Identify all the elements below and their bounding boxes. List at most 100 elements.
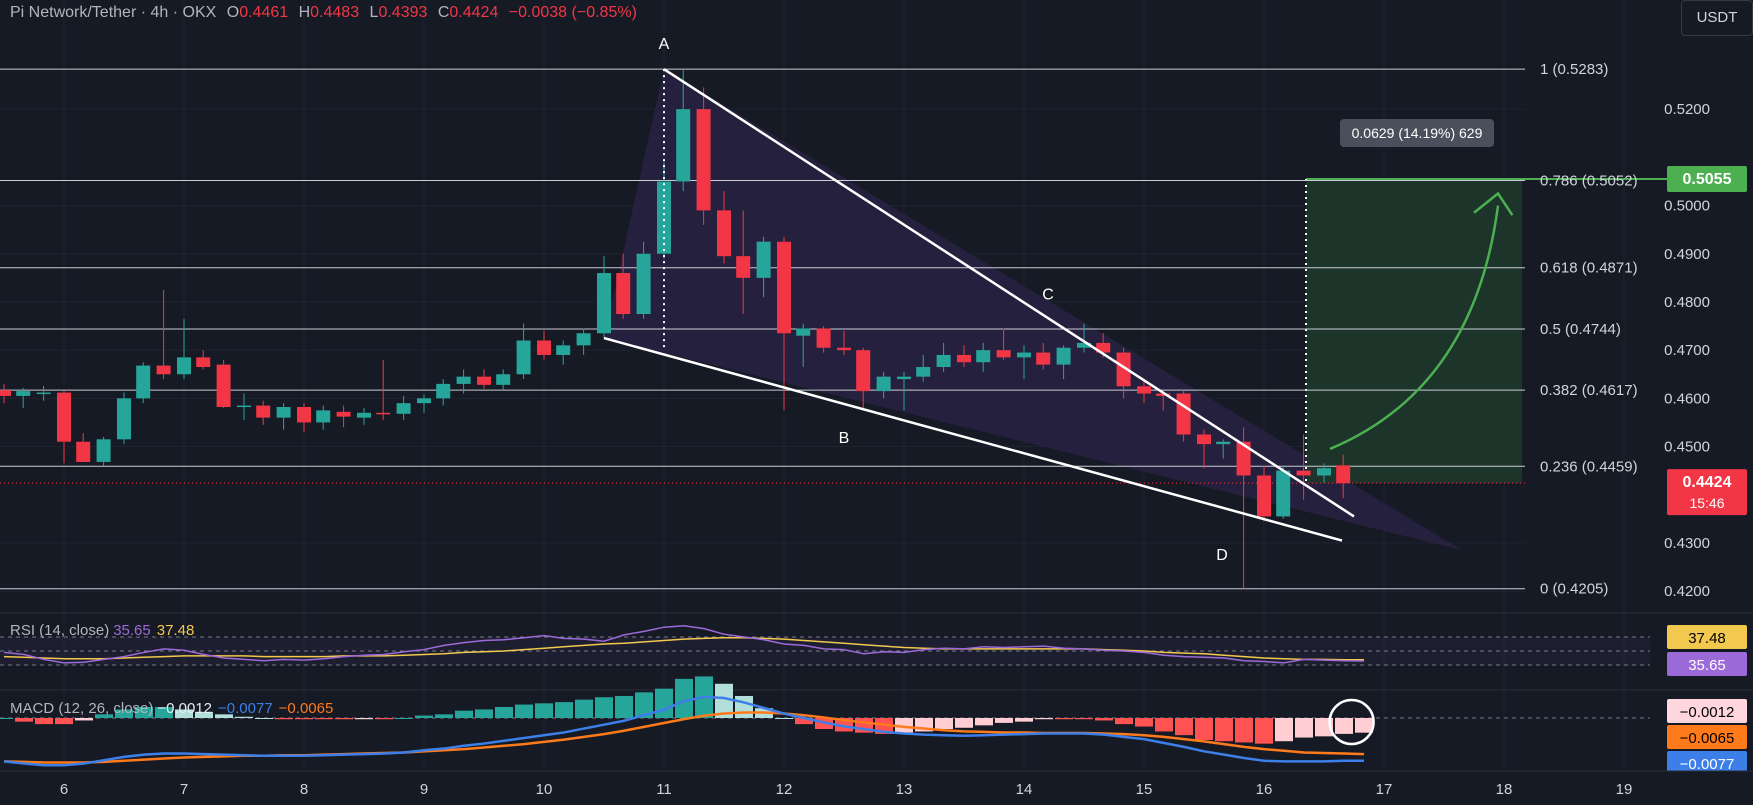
x-tick-label: 9 [420,781,428,798]
macd-histogram-bar [275,718,293,720]
macd-histogram-bar [1335,718,1353,734]
macd-legend[interactable]: MACD (12, 26, close) −0.0012 −0.0077 −0.006… [10,700,333,717]
candle-body [357,412,371,418]
macd-histogram-bar [1195,718,1213,740]
candle-body [1096,342,1111,353]
candle-body [57,392,71,442]
y-tick-label: 0.4500 [1664,439,1710,456]
macd-histogram-bar [455,710,473,718]
candle-body [537,340,551,355]
candle-body [477,376,491,385]
candle-body [1077,342,1091,348]
candle-body [16,391,31,396]
candle-body [396,403,411,414]
macd-badge [1667,699,1747,723]
macd-histogram-bar [975,718,993,726]
candle-body [597,273,611,334]
macd-histogram-bar [1355,718,1373,733]
candle-body [876,376,891,392]
rsi-legend-value: 35.65 [113,622,151,639]
y-tick-label: 0.5200 [1664,101,1710,118]
macd-histogram-bar [15,718,33,722]
fib-level-label: 0.382 (0.4617) [1540,382,1638,399]
macd-histogram-bar [435,714,453,718]
x-tick-label: 11 [656,781,672,798]
macd-badge [1667,751,1747,775]
candle-body [856,350,871,392]
macd-histogram-bar [555,702,573,718]
rsi-legend[interactable]: RSI (14, close) 35.65 37.48 [10,622,194,639]
high-value: 0.4483 [310,4,360,21]
time-axis [0,771,1753,805]
open-label: O [226,4,240,21]
candle-body [1056,347,1071,365]
green-arrow-head [1473,191,1514,216]
macd-histogram-bar [95,714,113,718]
candle-body [777,241,791,334]
candle-body [657,181,671,254]
candle-body [0,390,11,396]
price-badge-text: 0.5055 [1683,171,1732,188]
fib-level-label: 0 (0.4205) [1540,581,1608,598]
candle-body [976,350,991,363]
fib-level-label: 0.786 (0.5052) [1540,172,1638,189]
candle-body [1197,434,1211,445]
macd-histogram-bar [175,709,193,718]
macd-histogram-bar [1215,718,1233,742]
x-tick-label: 10 [536,781,553,798]
macd-histogram-bar [395,718,413,719]
wedge-lower-line [603,336,1343,542]
macd-histogram-bar [135,707,153,718]
macd-histogram-bar [895,718,913,733]
macd-histogram-bar [795,718,813,725]
y-tick-label: 0.4900 [1664,246,1710,263]
low-value: 0.4393 [378,4,428,21]
macd-line [3,695,1364,767]
candle-body [1116,352,1131,387]
macd-histogram-bar [355,718,373,720]
macd-histogram-bar [1035,718,1053,720]
x-tick-label: 16 [1256,781,1273,798]
candle-body [177,357,191,375]
high-label: H [298,4,311,21]
measure-label-box [1340,119,1494,147]
fib-level-label: 0.618 (0.4871) [1540,260,1638,277]
x-tick-label: 13 [896,781,913,798]
candle-body [516,340,531,375]
low-label: L [369,4,379,21]
x-tick-label: 7 [180,781,188,798]
close-value: 0.4424 [449,4,499,21]
y-tick-label: 0.4300 [1664,535,1710,552]
macd-histogram-bar [995,718,1013,723]
macd-histogram-bar [235,716,253,718]
macd-histogram-bar [775,718,793,719]
candle-body [256,405,271,418]
candle-body [756,241,771,278]
change-value: −0.0038 (−0.85%) [508,4,637,21]
y-tick-label: 0.4600 [1664,390,1710,407]
currency-button[interactable]: USDT [1681,0,1753,36]
x-tick-label: 12 [776,781,793,798]
candle-body [456,376,471,384]
x-tick-label: 6 [60,781,68,798]
candle-body [1216,441,1231,445]
candle-body [1317,468,1331,476]
macd-histogram-bar [1235,718,1253,743]
price-scale [1530,0,1753,805]
candle-body [117,398,131,440]
candle-body [136,365,151,399]
green-arrow-curve [1329,205,1500,451]
candle-body [897,376,911,380]
candle-body [1036,352,1051,365]
macd-histogram-bar [0,718,13,719]
y-tick-label: 0.5000 [1664,198,1710,215]
fib-level-label: 0.236 (0.4459) [1540,458,1638,475]
macd-histogram-bar [515,704,533,718]
point-label-b: B [839,430,850,447]
candle-body [1137,386,1151,394]
macd-histogram-bar [335,718,353,720]
candle-body [436,383,451,399]
candle-body [156,365,171,375]
candle-body [496,374,511,385]
